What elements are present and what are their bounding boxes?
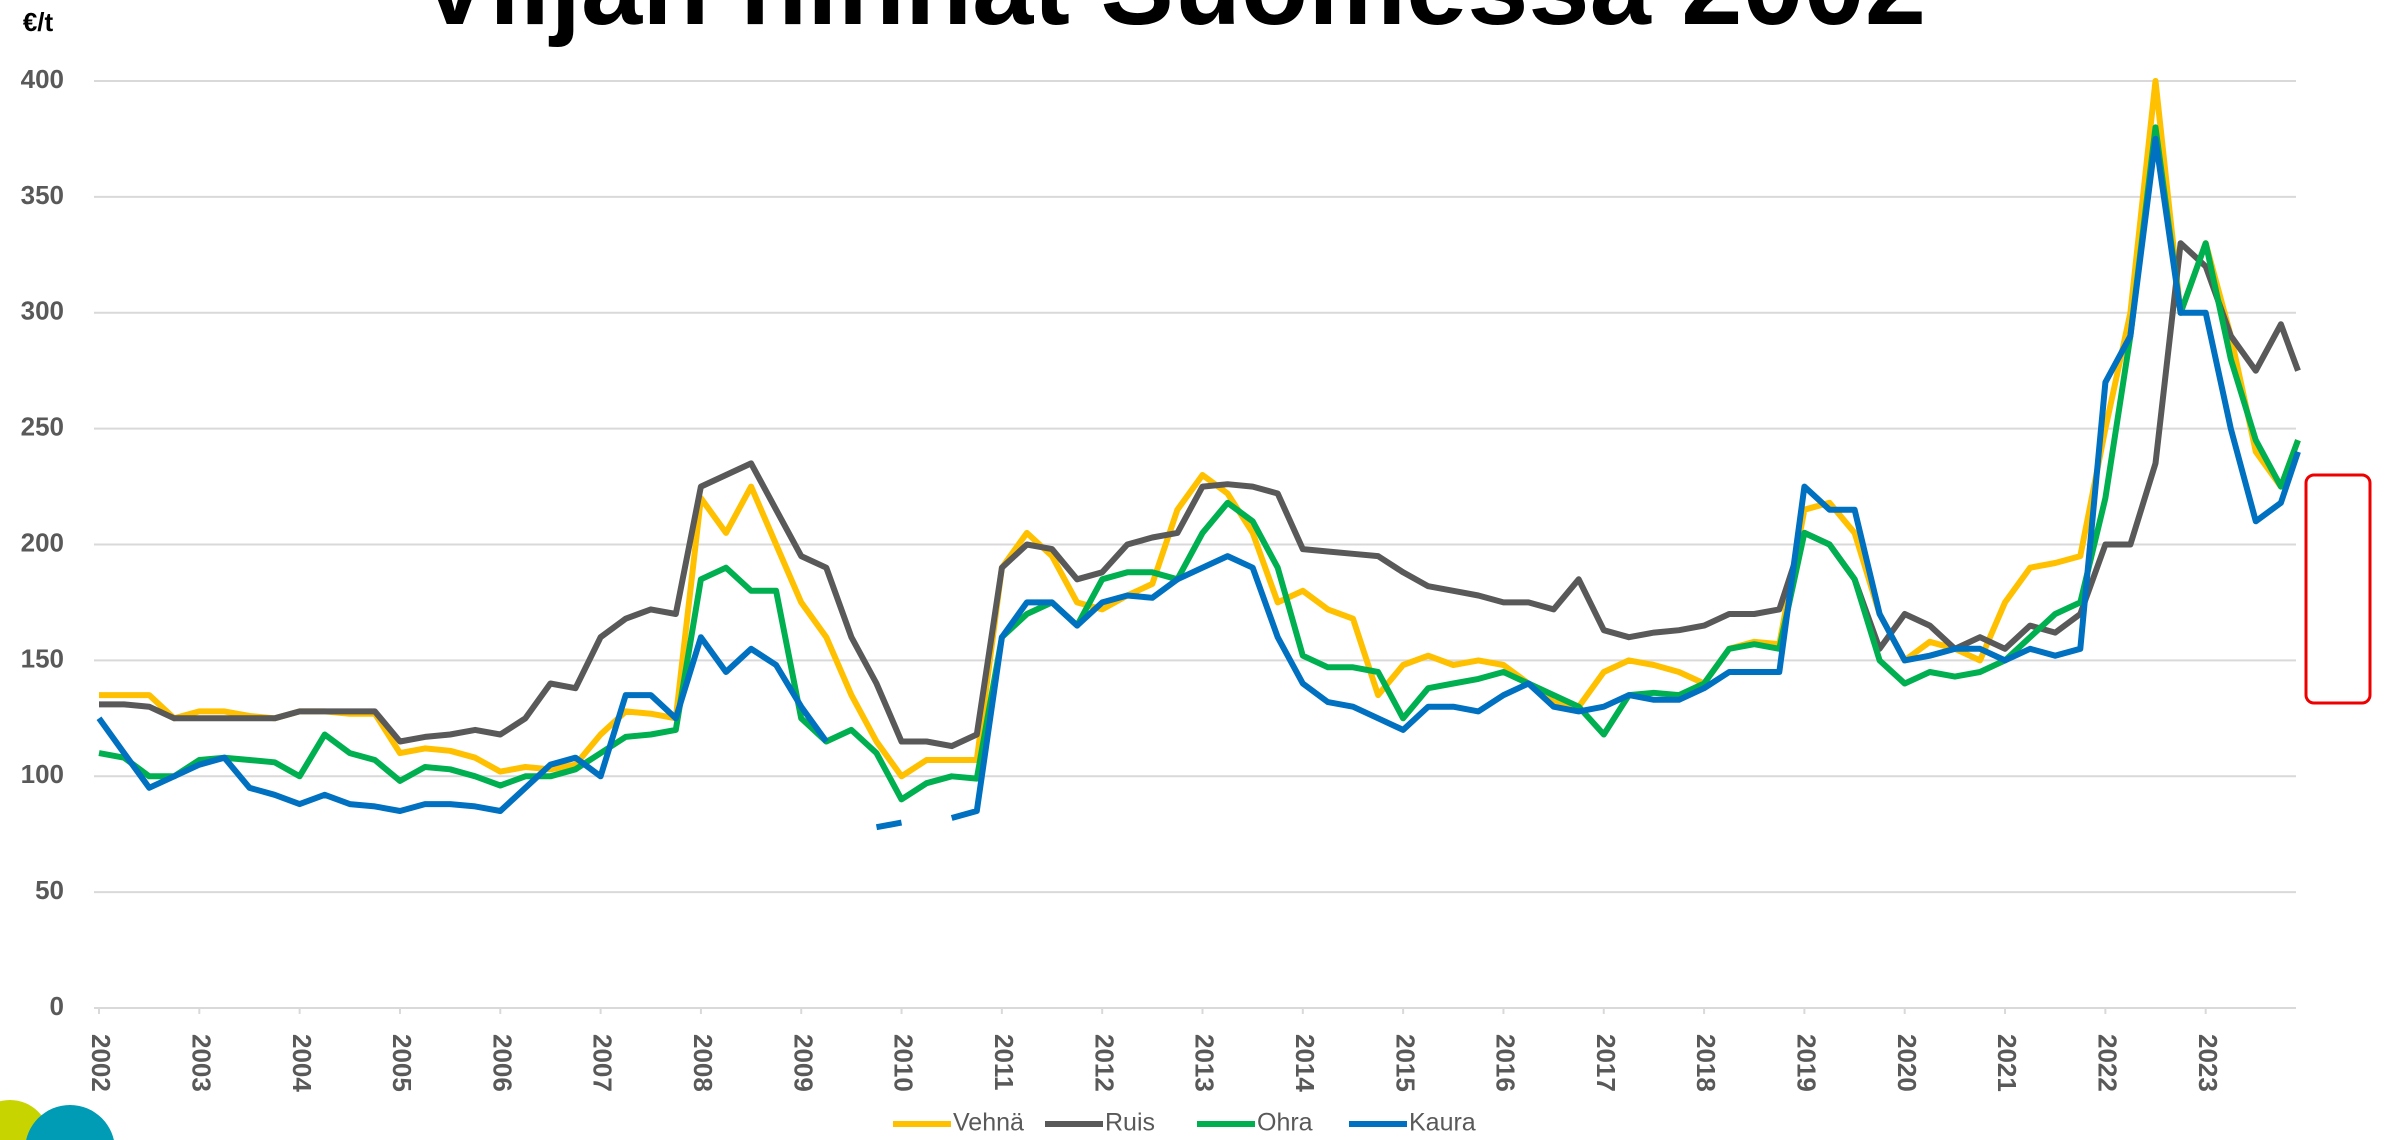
x-tick-label: 2018 <box>1691 1034 1721 1092</box>
y-tick-label: 400 <box>21 64 64 94</box>
x-tick-label: 2023 <box>2193 1034 2223 1092</box>
legend-label: Ruis <box>1105 1109 1155 1137</box>
y-tick-label: 250 <box>21 412 64 442</box>
x-tick-label: 2017 <box>1591 1034 1621 1092</box>
x-tick-label: 2010 <box>889 1034 919 1092</box>
x-tick-label: 2012 <box>1089 1034 1119 1092</box>
logo <box>26 1105 114 1140</box>
x-tick-label: 2007 <box>588 1034 618 1092</box>
x-tick-label: 2003 <box>186 1034 216 1092</box>
y-tick-label: 100 <box>21 759 64 789</box>
x-tick-label: 2006 <box>487 1034 517 1092</box>
series-line <box>98 124 2301 803</box>
x-tick-label: 2021 <box>1992 1034 2022 1092</box>
y-tick-label: 350 <box>21 180 64 210</box>
legend-label: Ohra <box>1257 1109 1313 1137</box>
y-tick-label: 300 <box>21 296 64 326</box>
x-tick-label: 2005 <box>387 1034 417 1092</box>
series-line <box>96 135 2301 831</box>
x-tick-label: 2015 <box>1390 1034 1420 1092</box>
x-tick-label: 2004 <box>287 1034 317 1092</box>
x-tick-label: 2011 <box>989 1034 1019 1090</box>
x-tick-label: 2022 <box>2092 1034 2122 1092</box>
x-tick-label: 2002 <box>86 1034 116 1092</box>
y-tick-label: 50 <box>35 875 64 905</box>
legend-label: Vehnä <box>953 1109 1024 1137</box>
x-tick-label: 2019 <box>1792 1034 1822 1092</box>
highlight-box <box>2304 473 2372 705</box>
y-axis-label: €/t <box>23 7 54 37</box>
y-tick-label: 150 <box>21 643 64 673</box>
series-line <box>99 240 2301 750</box>
y-tick-label: 200 <box>21 527 64 557</box>
x-tick-label: 2008 <box>688 1034 718 1092</box>
series-line <box>99 78 2301 780</box>
x-tick-label: 2016 <box>1491 1034 1521 1092</box>
chart-title: Viljan hinnat Suomessa 2002 <box>418 0 1926 48</box>
legend-label: Kaura <box>1409 1109 1476 1137</box>
y-tick-label: 0 <box>50 991 64 1021</box>
x-tick-label: 2014 <box>1290 1034 1320 1092</box>
x-tick-label: 2009 <box>788 1034 818 1092</box>
x-tick-label: 2020 <box>1892 1034 1922 1092</box>
x-tick-label: 2013 <box>1190 1034 1220 1092</box>
